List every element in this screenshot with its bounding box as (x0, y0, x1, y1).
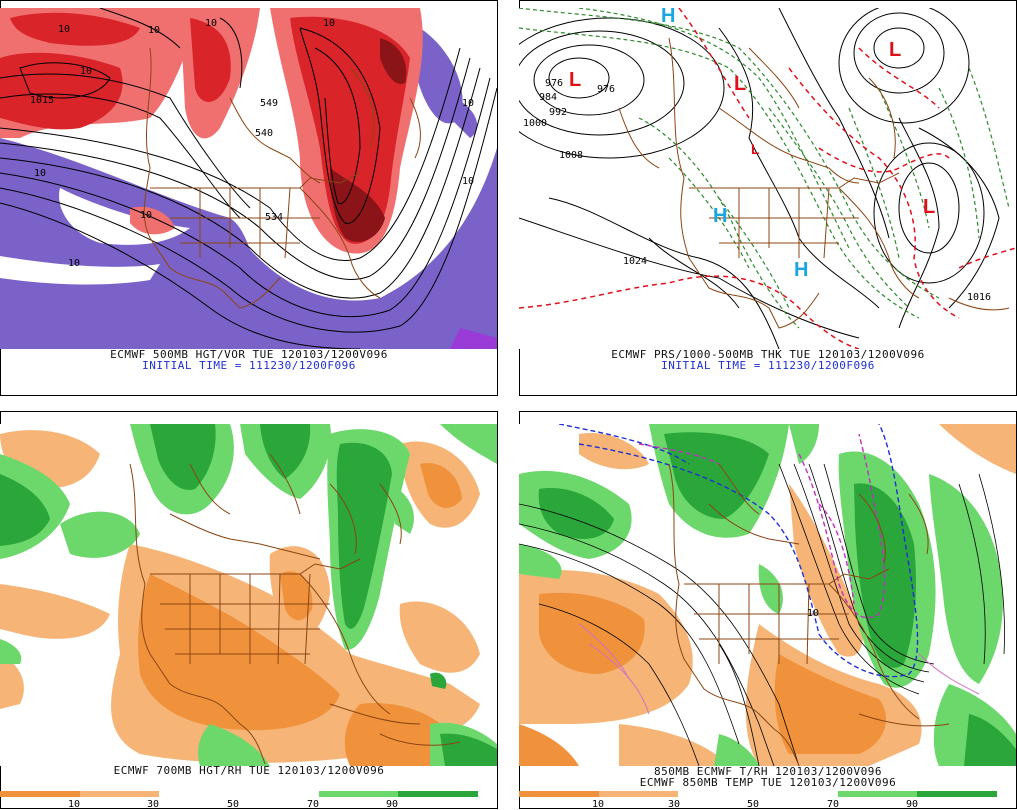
map-500mb-vorticity: 10 1015 10 10 10 549 540 10 10 10 534 10… (0, 8, 497, 349)
isobar-label: 976 (545, 78, 563, 89)
map-surface-pressure-thickness: 976 976 984 992 1000 1008 1024 1016 L L … (519, 8, 1016, 349)
contour-label: 10 (34, 168, 46, 179)
contour-label: 10 (462, 98, 474, 109)
contour-label: 10 (140, 210, 152, 221)
caption-700mb-title: ECMWF 700MB HGT/RH TUE 120103/1200V096 (113, 764, 385, 777)
isobar-label: 984 (539, 92, 557, 103)
isobar-label: 1000 (523, 118, 547, 129)
contour-label: 10 (462, 176, 474, 187)
isobar-label: 1024 (623, 256, 647, 267)
isobar-label: 1008 (559, 150, 583, 161)
contour-label: 10 (148, 25, 160, 36)
map-850mb-temp-rh: 10 (519, 424, 1016, 766)
scale-tick: 90 (906, 799, 919, 810)
scale-tick: 30 (147, 799, 160, 810)
isobar-label: 976 (597, 84, 615, 95)
contour-label: 10 (323, 18, 335, 29)
contour-label: 540 (255, 128, 273, 139)
contour-label: 1015 (30, 95, 54, 106)
high-pressure-marker: H (713, 205, 727, 227)
low-pressure-marker: L (923, 196, 935, 218)
caption-prs-title: ECMWF PRS/1000-500MB THK TUE 120103/1200… (611, 348, 925, 361)
caption-500mb-init: INITIAL TIME = 111230/1200F096 (142, 359, 356, 372)
caption-500mb-title: ECMWF 500MB HGT/VOR TUE 120103/1200V096 (110, 348, 388, 361)
rh-color-scale (0, 791, 479, 797)
scale-tick: 30 (668, 799, 681, 810)
low-pressure-marker: L (734, 73, 746, 95)
contour-label: 10 (58, 24, 70, 35)
scale-tick: 70 (307, 799, 320, 810)
caption-850mb-temp: ECMWF 850MB TEMP TUE 120103/1200V096 (639, 776, 897, 789)
low-pressure-marker: L (889, 39, 901, 61)
high-pressure-marker: H (661, 8, 675, 27)
caption-prs-init: INITIAL TIME = 111230/1200F096 (661, 359, 875, 372)
map-700mb-rh (0, 424, 497, 766)
contour-label: 549 (260, 98, 278, 109)
low-pressure-marker: L (569, 69, 581, 91)
scale-tick: 50 (227, 799, 240, 810)
scale-tick: 10 (592, 799, 605, 810)
contour-label: 10 (205, 18, 217, 29)
scale-tick: 90 (386, 799, 399, 810)
caption-850mb-title: 850MB ECMWF T/RH 120103/1200V096 (654, 765, 882, 778)
scale-tick: 50 (747, 799, 760, 810)
contour-label: 10 (68, 258, 80, 269)
low-pressure-marker: L (751, 141, 760, 157)
contour-label: 534 (265, 212, 283, 223)
high-pressure-marker: H (794, 259, 808, 281)
isobar-label: 1016 (967, 292, 991, 303)
contour-label: 10 (80, 66, 92, 77)
contour-label: 10 (807, 608, 819, 619)
rh-color-scale (519, 791, 998, 797)
isobar-label: 992 (549, 107, 567, 118)
scale-tick: 10 (68, 799, 81, 810)
scale-tick: 70 (827, 799, 840, 810)
